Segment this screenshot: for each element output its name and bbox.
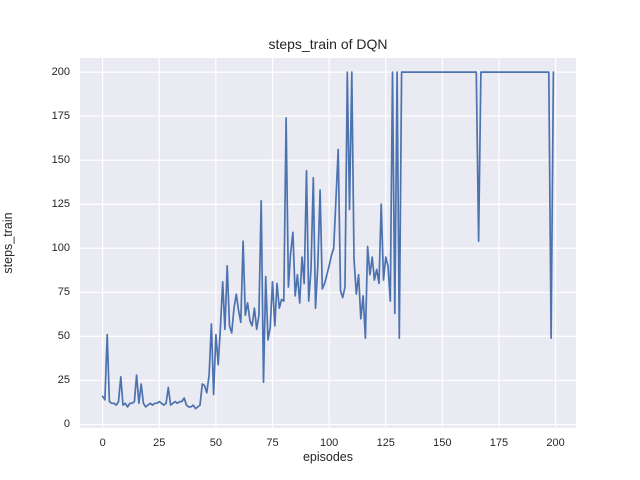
y-tick-label: 200 — [51, 66, 70, 79]
line-chart-svg — [80, 58, 576, 428]
plot-area — [80, 58, 576, 428]
x-axis-label: episodes — [302, 450, 354, 464]
y-tick-label: 50 — [57, 330, 70, 343]
x-tick-label: 125 — [376, 437, 395, 449]
y-tick-label: 150 — [51, 154, 70, 167]
y-tick-label: 75 — [57, 286, 70, 299]
data-line-dqn — [101, 71, 555, 410]
x-tick-label: 150 — [433, 437, 452, 449]
x-tick-label: 175 — [489, 437, 509, 449]
y-tick-label: 0 — [63, 418, 70, 431]
x-tick-label: 100 — [319, 437, 339, 449]
y-tick-label: 100 — [51, 242, 70, 255]
x-tick-label: 0 — [99, 437, 106, 449]
y-tick-label: 25 — [57, 374, 70, 387]
x-tick-label: 75 — [266, 437, 279, 449]
y-tick-label: 175 — [51, 110, 70, 123]
x-tick-label: 50 — [209, 437, 222, 449]
y-tick-label: 125 — [51, 198, 70, 211]
x-tick-label: 200 — [546, 437, 565, 449]
chart-title: steps_train of DQN — [268, 36, 388, 52]
x-tick-label: 25 — [153, 437, 166, 449]
